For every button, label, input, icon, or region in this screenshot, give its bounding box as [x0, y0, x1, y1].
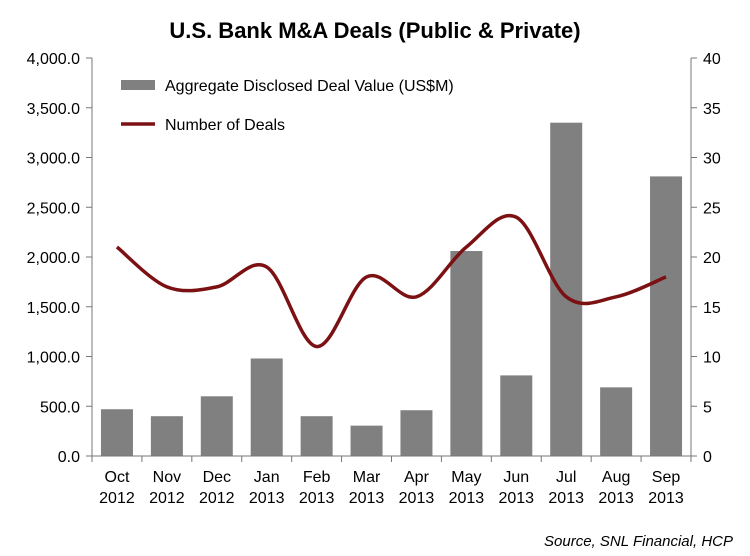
legend-swatch-bars	[121, 80, 155, 90]
left-tick-label: 3,500.0	[27, 101, 80, 118]
left-tick-label: 0.0	[58, 449, 80, 466]
bar-jun-2013	[500, 375, 533, 456]
bar-may-2013	[450, 251, 483, 456]
x-tick-label: Oct 2012	[99, 469, 135, 507]
right-tick-label: 25	[703, 200, 721, 217]
x-tick-label: Jun 2013	[498, 469, 534, 507]
axis-ticks	[86, 57, 697, 462]
bar-apr-2013	[400, 410, 433, 456]
right-tick-label: 0	[703, 449, 712, 466]
legend: Aggregate Disclosed Deal Value (US$M) Nu…	[121, 78, 454, 134]
chart-title: U.S. Bank M&A Deals (Public & Private)	[169, 18, 580, 43]
bar-nov-2012	[150, 416, 183, 456]
x-tick-label: Dec 2012	[199, 469, 235, 507]
bar-mar-2013	[350, 425, 383, 456]
x-axis-tick-labels: Oct 2012 Nov 2012 Dec 2012 Jan 2013 Feb 2013 Mar 20…	[99, 469, 684, 507]
bar-feb-2013	[300, 416, 333, 456]
bar-jan-2013	[250, 358, 283, 456]
x-tick-label: Jul 2013	[548, 469, 584, 507]
left-axis-tick-labels: 0.0 500.0 1,000.0 1,500.0 2,000.0 2,500.0 3,00…	[27, 51, 80, 466]
x-tick-label: Aug 2013	[598, 469, 634, 507]
x-tick-label: May 2013	[449, 469, 485, 507]
x-tick-label: Feb 2013	[299, 469, 335, 507]
left-tick-label: 2,500.0	[27, 200, 80, 217]
left-tick-label: 1,500.0	[27, 300, 80, 317]
legend-label-line: Number of Deals	[165, 117, 285, 134]
right-tick-label: 40	[703, 51, 721, 68]
left-tick-label: 1,000.0	[27, 350, 80, 367]
right-tick-label: 35	[703, 101, 721, 118]
right-tick-label: 15	[703, 300, 721, 317]
legend-label-bars: Aggregate Disclosed Deal Value (US$M)	[165, 78, 454, 95]
right-tick-label: 10	[703, 350, 721, 367]
bar-jul-2013	[550, 122, 583, 457]
left-tick-label: 2,000.0	[27, 250, 80, 267]
left-tick-label: 500.0	[40, 399, 80, 416]
right-tick-label: 5	[703, 399, 712, 416]
left-tick-label: 4,000.0	[27, 51, 80, 68]
line-series-number-of-deals	[115, 213, 667, 349]
bar-dec-2012	[200, 396, 233, 456]
right-tick-label: 20	[703, 250, 721, 267]
bar-sep-2013	[650, 176, 683, 456]
x-tick-label: Apr 2013	[399, 469, 435, 507]
x-tick-label: Jan 2013	[249, 469, 285, 507]
bar-oct-2012	[100, 409, 133, 456]
x-tick-label: Nov 2012	[149, 469, 185, 507]
right-tick-label: 30	[703, 151, 721, 168]
bar-series	[100, 122, 683, 457]
right-axis-tick-labels: 0 5 10 15 20 25 30 35 40	[703, 51, 721, 466]
left-tick-label: 3,000.0	[27, 151, 80, 168]
bar-aug-2013	[600, 387, 633, 456]
source-note: Source, SNL Financial, HCP	[544, 533, 733, 550]
x-tick-label: Mar 2013	[349, 469, 385, 507]
x-tick-label: Sep 2013	[648, 469, 684, 507]
